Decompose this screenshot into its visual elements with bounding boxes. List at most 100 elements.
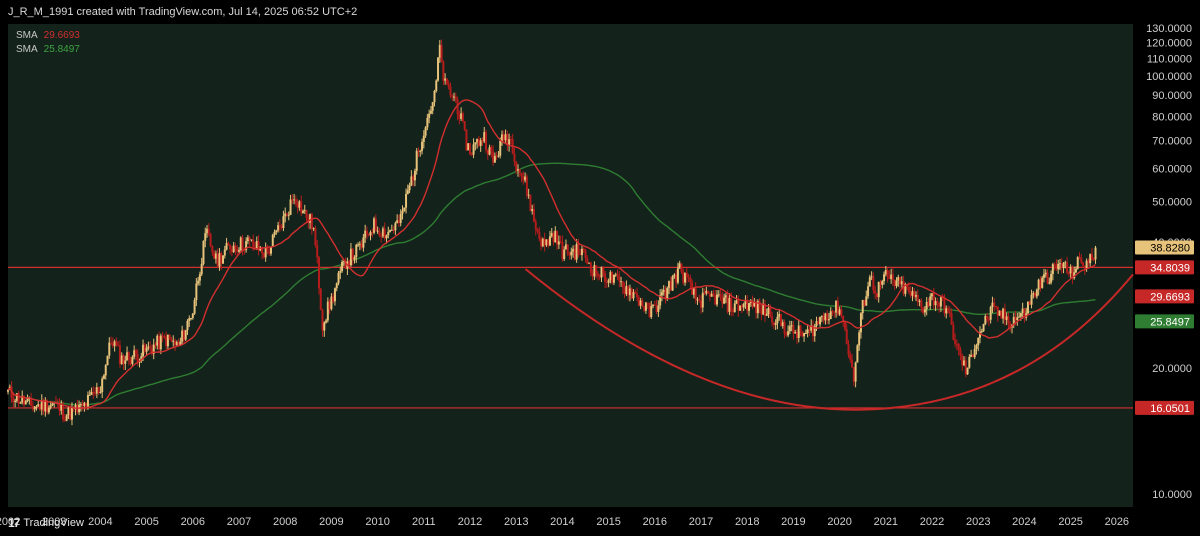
candle-body[interactable] [524, 176, 527, 181]
candle-body[interactable] [582, 248, 585, 251]
candle-body[interactable] [964, 360, 967, 375]
candle-body[interactable] [641, 300, 644, 307]
candle-body[interactable] [1048, 282, 1051, 284]
candle-body[interactable] [900, 281, 903, 285]
candle-body[interactable] [390, 229, 393, 231]
candle-body[interactable] [993, 302, 996, 306]
candle-body[interactable] [659, 295, 662, 306]
candle-body[interactable] [344, 261, 347, 269]
candle-body[interactable] [261, 247, 264, 254]
candle-body[interactable] [509, 139, 512, 141]
candle-body[interactable] [1071, 266, 1074, 279]
candle-body[interactable] [115, 341, 118, 345]
candle-body[interactable] [280, 226, 283, 229]
candle-body[interactable] [426, 117, 429, 128]
candle-body[interactable] [890, 274, 893, 280]
candle-body[interactable] [397, 220, 400, 224]
candle-body[interactable] [142, 344, 145, 357]
candle-body[interactable] [58, 403, 61, 411]
candle-body[interactable] [1044, 272, 1047, 275]
candle-body[interactable] [726, 295, 729, 312]
candle-body[interactable] [264, 247, 267, 258]
candle-body[interactable] [570, 251, 573, 256]
candle-body[interactable] [516, 169, 519, 171]
candle-body[interactable] [781, 322, 784, 327]
candle-body[interactable] [696, 299, 699, 301]
candle-body[interactable] [657, 305, 660, 312]
candle-body[interactable] [694, 288, 697, 300]
candle-body[interactable] [447, 83, 450, 87]
candle-body[interactable] [1028, 301, 1031, 305]
candle-body[interactable] [449, 86, 452, 96]
candle-body[interactable] [120, 355, 123, 364]
candle-body[interactable] [140, 356, 143, 361]
candle-body[interactable] [989, 307, 992, 320]
candle-body[interactable] [49, 405, 52, 408]
candle-body[interactable] [886, 269, 889, 277]
candle-body[interactable] [241, 237, 244, 250]
candle-body[interactable] [639, 300, 642, 306]
candle-body[interactable] [1092, 259, 1095, 261]
candle-body[interactable] [99, 391, 102, 393]
candle-body[interactable] [538, 231, 541, 239]
candle-body[interactable] [529, 194, 532, 212]
candle-body[interactable] [824, 313, 827, 321]
candle-body[interactable] [220, 253, 223, 264]
candle-body[interactable] [755, 302, 758, 314]
candle-body[interactable] [63, 419, 66, 421]
candle-body[interactable] [986, 316, 989, 320]
candle-body[interactable] [1002, 308, 1005, 319]
candle-body[interactable] [106, 355, 109, 366]
candle-body[interactable] [232, 245, 235, 253]
candle-body[interactable] [378, 230, 381, 236]
candle-body[interactable] [803, 333, 806, 337]
candle-body[interactable] [913, 291, 916, 297]
candle-body[interactable] [845, 329, 848, 345]
candle-body[interactable] [607, 280, 610, 283]
candle-body[interactable] [349, 248, 352, 266]
candle-body[interactable] [458, 114, 461, 119]
candle-body[interactable] [275, 230, 278, 232]
candle-body[interactable] [316, 245, 319, 258]
candle-body[interactable] [811, 325, 814, 337]
candle-body[interactable] [252, 239, 255, 247]
candle-body[interactable] [872, 276, 875, 291]
candle-body[interactable] [1039, 279, 1042, 288]
candle-body[interactable] [355, 244, 358, 258]
candle-body[interactable] [543, 238, 546, 246]
candle-body[interactable] [245, 241, 248, 251]
candle-body[interactable] [364, 230, 367, 238]
candle-body[interactable] [605, 281, 608, 283]
candle-body[interactable] [568, 253, 571, 256]
candle-body[interactable] [646, 302, 649, 304]
candle-body[interactable] [239, 237, 242, 251]
candle-body[interactable] [227, 243, 230, 245]
candle-body[interactable] [836, 300, 839, 315]
candle-body[interactable] [790, 325, 793, 327]
candle-body[interactable] [492, 151, 495, 163]
candle-body[interactable] [556, 230, 559, 245]
candle-body[interactable] [7, 389, 9, 392]
candle-body[interactable] [335, 283, 338, 289]
candle-body[interactable] [376, 230, 379, 232]
candle-body[interactable] [527, 194, 530, 196]
candle-body[interactable] [117, 344, 120, 346]
candle-body[interactable] [623, 287, 626, 294]
candle-body[interactable] [920, 300, 923, 308]
candle-body[interactable] [881, 281, 884, 285]
candle-body[interactable] [12, 397, 15, 402]
candle-body[interactable] [564, 244, 567, 250]
candle-body[interactable] [273, 231, 276, 235]
candle-body[interactable] [737, 300, 740, 311]
candle-body[interactable] [954, 339, 957, 344]
candle-body[interactable] [438, 44, 441, 58]
candle-body[interactable] [122, 355, 125, 364]
candle-body[interactable] [1078, 257, 1081, 259]
candle-body[interactable] [250, 239, 253, 241]
candle-body[interactable] [435, 80, 438, 91]
candle-body[interactable] [947, 308, 950, 312]
candle-body[interactable] [735, 300, 738, 304]
candle-body[interactable] [33, 406, 36, 410]
candle-body[interactable] [931, 293, 934, 297]
candle-body[interactable] [415, 150, 418, 171]
